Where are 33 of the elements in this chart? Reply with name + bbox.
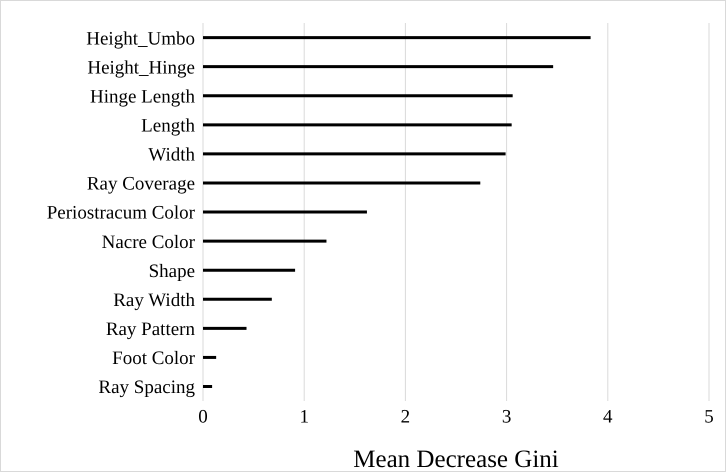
bar <box>203 385 212 388</box>
bar <box>203 36 591 40</box>
x-tick-label: 1 <box>299 406 309 428</box>
bar <box>203 240 326 243</box>
y-tick-label: Nacre Color <box>102 232 196 253</box>
bar <box>203 298 272 301</box>
y-tick-label: Ray Spacing <box>98 377 196 398</box>
bar <box>203 65 554 68</box>
y-tick-label: Foot Color <box>112 348 196 370</box>
bar <box>203 94 513 98</box>
bar <box>203 326 247 330</box>
x-tick-label: 4 <box>603 406 614 428</box>
y-tick-label: Width <box>148 144 196 166</box>
bar <box>203 356 216 359</box>
x-tick-label: 3 <box>502 406 512 428</box>
bar <box>203 123 512 126</box>
y-tick-label: Hinge Length <box>90 86 196 108</box>
bar <box>203 181 480 184</box>
y-tick-label: Ray Coverage <box>86 174 195 195</box>
x-tick-label: 2 <box>400 406 410 428</box>
y-tick-label: Ray Width <box>113 290 196 311</box>
y-tick-label: Height_Hinge <box>87 57 195 78</box>
bar <box>203 210 367 214</box>
x-tick-label: 5 <box>704 406 714 428</box>
bar <box>203 152 506 156</box>
y-tick-label: Shape <box>148 260 195 282</box>
y-tick-label: Length <box>141 116 196 137</box>
x-axis-title: Mean Decrease Gini <box>353 446 559 472</box>
y-tick-label: Height_Umbo <box>86 28 195 50</box>
x-tick-label: 0 <box>198 406 208 428</box>
y-tick-label: Periostracum Color <box>46 202 196 224</box>
bar <box>203 268 296 272</box>
y-tick-label: Ray Pattern <box>106 319 196 340</box>
